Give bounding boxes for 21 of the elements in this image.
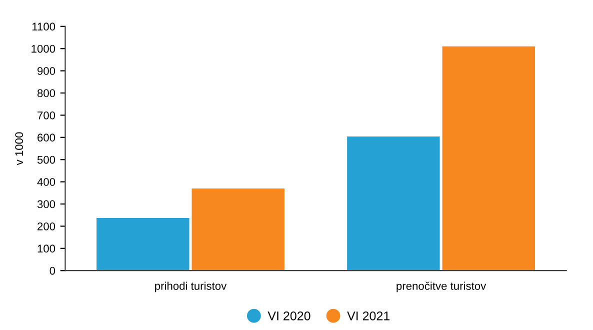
- bar: [192, 188, 284, 271]
- y-tick-label: 800: [37, 89, 56, 98]
- y-tick-label: 900: [37, 67, 56, 75]
- y-tick-label: 200: [38, 222, 56, 230]
- y-tick-label: 400: [37, 178, 56, 186]
- legend-label: VI 2021: [347, 311, 390, 320]
- y-tick-label: 300: [37, 200, 56, 208]
- bar: [442, 46, 535, 271]
- y-tick-label: 1100: [32, 22, 56, 31]
- bar: [347, 136, 440, 271]
- y-tick-label: 600: [38, 134, 56, 142]
- x-tick-label: prihodi turistov: [155, 282, 227, 292]
- y-tick-label: 100: [38, 244, 56, 253]
- y-tick-label: 500: [37, 156, 56, 164]
- y-axis-title: v 1000: [15, 132, 24, 166]
- y-tick-label: 0: [50, 266, 56, 275]
- legend-label: VI 2020: [268, 311, 310, 320]
- y-tick-label: 700: [38, 111, 56, 120]
- y-tick-label: 1000: [32, 44, 56, 53]
- x-tick-label: prenočitve turistov: [396, 282, 486, 292]
- bar: [96, 218, 190, 271]
